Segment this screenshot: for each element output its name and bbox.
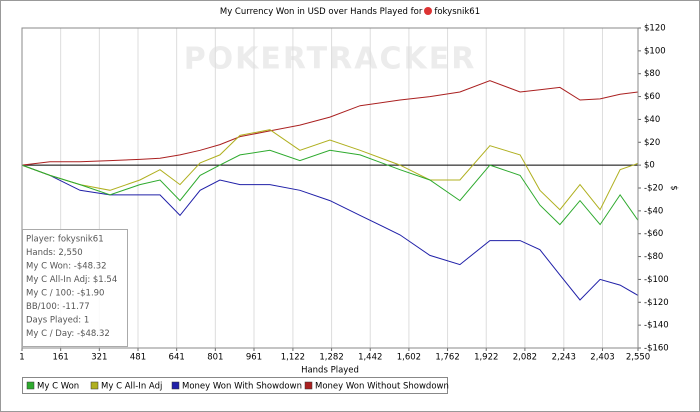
y-tick-label: $0 (644, 161, 655, 171)
y-tick-label: $100 (644, 46, 666, 56)
x-tick-label: 1,442 (358, 353, 382, 363)
y-tick-label: -$100 (644, 275, 669, 285)
y-tick-label: $40 (644, 115, 660, 125)
x-tick-label: 801 (207, 353, 223, 363)
x-tick-label: 961 (246, 353, 262, 363)
x-tick-label: 321 (91, 353, 107, 363)
legend-swatch (304, 381, 313, 390)
legend-label: Money Won Without Showdown (315, 382, 449, 392)
stat-line: Days Played: 1 (26, 316, 89, 326)
x-tick-label: 1,762 (435, 353, 459, 363)
series-line (21, 164, 639, 301)
x-axis-title: Hands Played (301, 366, 359, 376)
x-tick-label: 481 (130, 353, 146, 363)
watermark: POKERTRACKER (184, 42, 477, 77)
x-tick-label: 641 (169, 353, 185, 363)
y-tick-label: -$140 (644, 321, 669, 331)
title-player: fokysnik61 (434, 7, 481, 17)
legend-label: My C All-In Adj (101, 382, 162, 392)
y-tick-label: $20 (644, 138, 660, 148)
y-tick-label: -$80 (644, 252, 663, 262)
stat-line: Player: fokysnik61 (26, 235, 104, 245)
legend-label: My C Won (37, 382, 79, 392)
y-tick-label: -$120 (644, 298, 669, 308)
y-tick-label: $80 (644, 69, 660, 79)
legend-swatch (171, 381, 180, 390)
legend-swatch (90, 381, 99, 390)
series-line (21, 80, 639, 166)
x-tick-label: 1,122 (281, 353, 305, 363)
chart-title: My Currency Won in USD over Hands Played… (0, 7, 700, 17)
x-tick-label: 1 (19, 353, 24, 363)
x-tick-label: 2,550 (626, 353, 650, 363)
x-tick-label: 161 (53, 353, 69, 363)
y-tick-label: -$160 (644, 344, 669, 354)
x-tick-label: 2,082 (513, 353, 537, 363)
stats-box (22, 229, 128, 347)
stat-line: BB/100: -11.77 (26, 302, 90, 312)
x-tick-label: 1,922 (474, 353, 498, 363)
x-tick-label: 2,243 (552, 353, 576, 363)
player-icon (424, 7, 433, 15)
y-tick-label: -$60 (644, 229, 663, 239)
y-tick-label: $120 (644, 24, 666, 34)
y-tick-label: -$20 (644, 184, 663, 194)
stat-line: My C All-In Adj: $1.54 (26, 275, 117, 285)
stat-line: My C / Day: -$48.32 (26, 329, 110, 339)
y-tick-label: $60 (644, 92, 660, 102)
legend-swatch (26, 381, 35, 390)
legend-label: Money Won With Showdown (182, 382, 302, 392)
stat-line: Hands: 2,550 (26, 248, 83, 258)
y-axis-title: $ (669, 185, 679, 190)
x-tick-label: 1,602 (397, 353, 421, 363)
stat-line: My C / 100: -$1.90 (26, 289, 104, 299)
legend-box (22, 377, 448, 394)
series-line (21, 129, 639, 211)
plot-frame (21, 27, 639, 349)
y-tick-label: -$40 (644, 206, 663, 216)
title-text: My Currency Won in USD over Hands Played… (219, 7, 423, 17)
series-line (21, 149, 639, 226)
x-tick-label: 2,403 (590, 353, 614, 363)
x-tick-label: 1,282 (319, 353, 343, 363)
stat-line: My C Won: -$48.32 (26, 262, 107, 272)
